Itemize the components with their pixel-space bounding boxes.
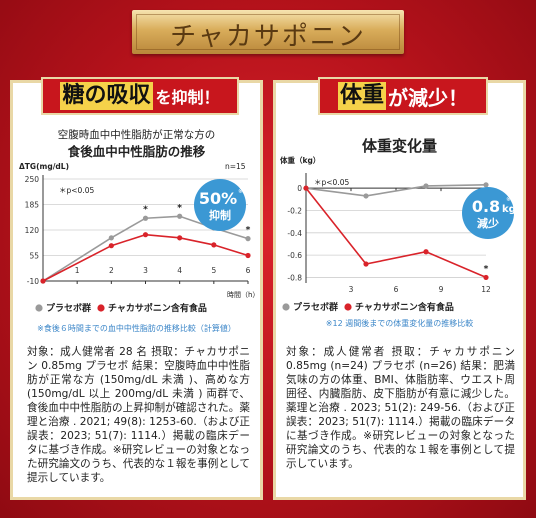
x-tick-label: 12 (481, 285, 491, 294)
badge-unit: kg (502, 204, 516, 215)
series-line-placebo (305, 184, 487, 197)
series-line-active (42, 233, 249, 282)
badge-value: 50% (199, 189, 237, 208)
badge-label: 抑制 (209, 208, 231, 222)
banner-title: チャカサポニン (170, 22, 366, 52)
left-chart-title: 食後血中中性脂肪の推移 (67, 144, 206, 159)
placebo-point (483, 182, 489, 188)
placebo-point (142, 215, 149, 221)
legend-marker (344, 303, 352, 311)
x-tick-label: 3 (349, 285, 354, 294)
active-point (483, 274, 489, 281)
significance-note: ＊p<0.05 (59, 186, 94, 195)
legend-marker (97, 304, 105, 312)
y-tick-label: -0.8 (287, 273, 302, 282)
x-axis-label: 時間（h） (227, 291, 259, 299)
y-axis-label: ΔTG(mg/dL) (19, 162, 69, 171)
y-axis-label: 体重（kg） (280, 155, 320, 165)
left-chart-subtitle: 空腹時血中中性脂肪が正常な方の (57, 129, 216, 141)
placebo-point (423, 183, 429, 189)
x-tick-label: 1 (75, 266, 80, 275)
active-point (245, 252, 251, 259)
triglyceride-chart: ΔTG(mg/dL) n=15 ＊p<0.05 -10 55 120 185 250 1 2 3 4 5… (19, 162, 259, 314)
significance-note: ＊p<0.05 (314, 178, 349, 187)
weight-panel: 体重 が減少！ 体重変化量 体重（kg） ＊p<0.05 0 -0.2 -0.4 -0.6 -… (273, 77, 526, 500)
right-chart-note: ※12 週間後までの体重変化量の推移比較 (325, 319, 474, 328)
right-chart-title: 体重変化量 (361, 137, 437, 155)
y-tick-label: 120 (25, 226, 40, 235)
right-study-text: 対象：成人健常者 摂取：チャカサポニン 0.85mg (n=24) プラセボ (… (286, 346, 515, 470)
left-heading-highlight: 糖の吸収 (60, 82, 153, 110)
y-tick-label: -0.6 (287, 251, 302, 260)
y-tick-label: 55 (29, 252, 39, 261)
left-study-text: 対象：成人健常者 28 名 摂取：チャカサポニン 0.85mg プラセボ 結果：… (27, 346, 250, 484)
x-tick-label: 6 (246, 266, 251, 275)
active-point (303, 185, 309, 191)
significance-star: * (484, 264, 489, 274)
active-point (211, 242, 217, 248)
active-point (142, 232, 149, 238)
title-banner: チャカサポニン (132, 10, 404, 54)
significance-star: * (246, 226, 251, 236)
right-heading-highlight: 体重 (337, 82, 386, 110)
badge-value: 0.8 (472, 197, 500, 216)
result-badge (194, 179, 246, 231)
left-chart-note: ※食後６時間までの血中中性脂肪の推移比較（計算値） (37, 324, 236, 333)
x-tick-label: 3 (143, 266, 148, 275)
right-heading-rest: が減少！ (388, 85, 468, 110)
right-heading: 体重 が減少！ (318, 77, 488, 115)
y-tick-label: 250 (25, 175, 40, 184)
y-tick-label: -10 (27, 277, 39, 286)
legend-label: プラセボ群 (46, 302, 91, 314)
result-badge (462, 187, 514, 239)
y-tick-label: -0.2 (287, 206, 302, 215)
legend-label: チャカサポニン含有食品 (108, 302, 207, 314)
x-tick-label: 6 (394, 285, 399, 294)
left-heading: 糖の吸収 を抑制！ (41, 77, 239, 115)
y-tick-label: 0 (297, 184, 302, 193)
active-point (363, 261, 369, 267)
legend-label: プラセボ群 (293, 301, 338, 313)
badge-asterisk: ※ (506, 196, 511, 203)
legend-marker (282, 303, 290, 311)
x-tick-label: 4 (177, 266, 182, 275)
placebo-point (177, 213, 183, 219)
y-tick-label: 185 (25, 201, 40, 210)
legend-marker (35, 304, 43, 312)
n-label: n=15 (225, 162, 246, 171)
active-point (108, 243, 114, 249)
x-tick-label: 9 (439, 285, 444, 294)
triglyceride-panel: 糖の吸収 を抑制！ 空腹時血中中性脂肪が正常な方の 食後血中中性脂肪の推移 ΔTG… (10, 77, 263, 500)
placebo-point (245, 236, 251, 242)
badge-label: 減少 (477, 216, 499, 230)
x-tick-label: 5 (211, 266, 216, 275)
significance-star: * (177, 203, 182, 213)
placebo-point (363, 193, 369, 199)
x-tick-label: 2 (109, 266, 114, 275)
active-point (40, 278, 46, 284)
badge-asterisk: ※ (238, 188, 243, 195)
significance-star: * (143, 205, 148, 215)
weight-chart: 体重（kg） ＊p<0.05 0 -0.2 -0.4 -0.6 -0.8 3 6 9 12 * 0.8 k… (280, 155, 516, 313)
series-line-active (305, 187, 487, 279)
placebo-point (108, 235, 114, 241)
active-point (423, 249, 429, 255)
legend-label: チャカサポニン含有食品 (355, 301, 454, 313)
active-point (177, 235, 183, 241)
left-heading-rest: を抑制！ (155, 88, 220, 107)
y-tick-label: -0.4 (287, 229, 302, 238)
